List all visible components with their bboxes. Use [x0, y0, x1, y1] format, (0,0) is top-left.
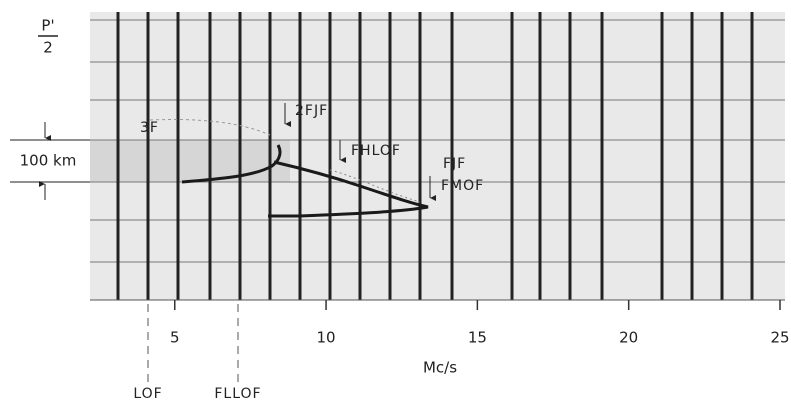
annotation: 3F — [140, 120, 159, 136]
trace-faint — [149, 119, 271, 136]
x-tick-label: 15 — [468, 329, 487, 347]
annotation: FHLOF — [351, 143, 401, 159]
annotation: 2FJF — [295, 103, 328, 119]
x-axis-label: Mc/s — [423, 359, 457, 377]
annotation: LOF — [133, 386, 162, 402]
annotation: FLLOF — [214, 386, 261, 402]
annotation: FMOF — [441, 178, 484, 194]
x-tick-label: 25 — [770, 329, 789, 347]
y-label-top: P' — [41, 17, 54, 35]
y-label-bottom: 2 — [43, 39, 53, 57]
grid — [90, 12, 785, 301]
scale-label: 100 km — [20, 152, 77, 170]
annotation: FJF — [443, 156, 466, 172]
shaded-band — [90, 140, 290, 182]
x-tick-label: 10 — [317, 329, 336, 347]
x-tick-label: 5 — [170, 329, 180, 347]
trace — [181, 144, 429, 218]
x-tick-label: 20 — [619, 329, 638, 347]
